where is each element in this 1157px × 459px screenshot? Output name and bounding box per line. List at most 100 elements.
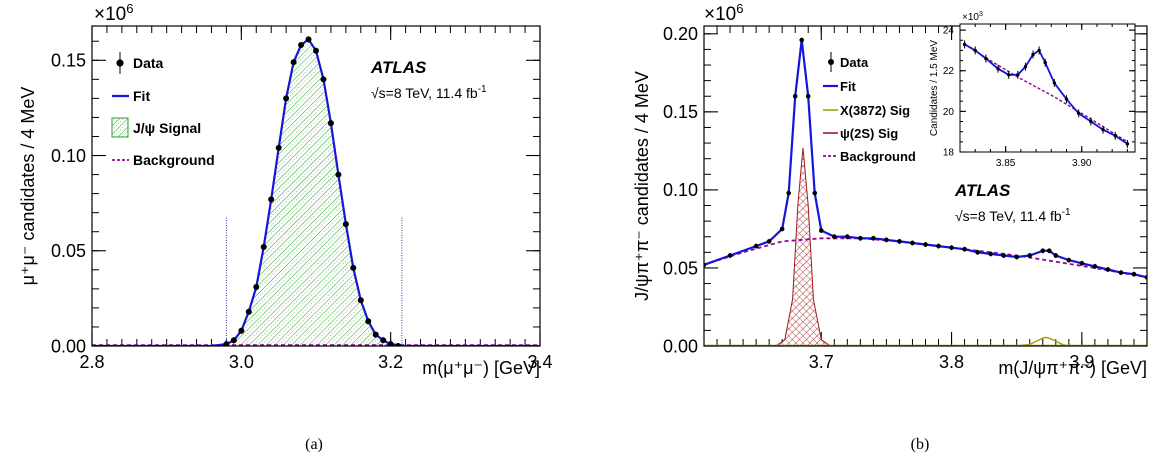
panel-b-data-point: [988, 251, 993, 257]
inset-data-point: [1064, 97, 1069, 101]
panel-b-data-point: [786, 190, 791, 196]
inset-data-point: [1113, 134, 1117, 138]
panel-a-xlabel: m(μ⁺μ⁻) [GeV]: [422, 358, 540, 378]
panel-b-x-tick-label: 3.8: [939, 352, 964, 372]
inset-ylabel: Candidates / 1.5 MeV: [929, 40, 940, 136]
inset-data-point: [1037, 48, 1041, 53]
panel-b-exponent: ×106: [704, 1, 743, 25]
panel-a-legend: Data Fit J/ψ Signal Background: [111, 52, 215, 168]
panel-b-caption: (b): [911, 436, 930, 453]
panel-b-x-tick-label: 3.7: [809, 352, 834, 372]
data-points: [223, 36, 402, 346]
panel-a-data-point: [387, 341, 394, 346]
inset-data-point: [1043, 60, 1047, 65]
panel-a-frame: [91, 25, 541, 347]
panel-b: 3.7 3.8 3.9 0.00 0.05 0.10 0.15 0.20 ×106 J/ψπ⁺…: [632, 1, 1148, 453]
panel-b-data-point: [936, 243, 941, 249]
panel-a-data-point: [313, 47, 319, 54]
legend-item-x3872: X(3872) Sig: [823, 103, 910, 118]
inset-plot: 3.85 3.90 18 20 22 24 ×103 Candidates / 1.5 M…: [929, 11, 1136, 169]
panel-a-data-point: [320, 76, 327, 83]
inset-data-point: [1052, 81, 1057, 85]
panel-a-data-point: [260, 243, 267, 250]
panel-a-data-point: [350, 264, 357, 271]
panel-a-caption: (a): [305, 436, 323, 453]
panel-b-ylabel: J/ψπ⁺π⁻ candidates / 4 MeV: [632, 71, 652, 301]
legend-item-jpsi-signal: J/ψ Signal: [111, 117, 201, 138]
svg-text:Fit: Fit: [133, 88, 150, 104]
inset-data-point: [1016, 73, 1020, 77]
panel-a-x-tick-label: 3.0: [229, 352, 254, 372]
inset-data-point: [1006, 73, 1011, 77]
panel-a-x-tick-label: 3.2: [378, 352, 403, 372]
panel-a-data-point: [290, 59, 297, 66]
panel-b-y-tick-label: 0.10: [663, 180, 698, 200]
legend-item-background: Background: [112, 152, 215, 168]
panel-b-data-point: [975, 250, 980, 255]
panel-b-y-tick-label: 0.20: [663, 24, 698, 44]
panel-b-data-point: [792, 93, 798, 99]
panel-a-data-point: [298, 42, 305, 49]
panel-b-data-point: [831, 234, 837, 240]
panel-a-data-point: [230, 337, 237, 344]
panel-a-lumi-label: √s=8 TeV, 11.4 fb-1: [371, 84, 487, 101]
inset-data-point: [996, 66, 1000, 71]
inset-data-point: [1076, 111, 1081, 116]
panel-b-data-point: [779, 226, 785, 232]
panel-b-data-point: [1027, 253, 1033, 258]
legend-item-fit: Fit: [112, 88, 150, 104]
panel-a-data-point: [365, 318, 372, 325]
panel-b-data-point: [818, 228, 824, 233]
legend-item-data: Data: [828, 52, 869, 72]
panel-a-data-point: [335, 171, 342, 178]
panel-a-data-point: [238, 327, 245, 334]
panel-b-data-point: [799, 37, 805, 43]
panel-a-data-point: [395, 343, 402, 346]
panel-a-data-point: [342, 221, 349, 228]
inset-y-tick-label: 24: [943, 26, 955, 37]
panel-a-x-tick-label: 2.8: [79, 352, 104, 372]
data-points: [704, 37, 1147, 280]
panel-b-data-point: [1092, 264, 1098, 269]
panel-b-legend: Data Fit X(3872) Sig ψ(2S) Sig Backgroun…: [823, 52, 916, 164]
svg-text:Fit: Fit: [840, 79, 857, 94]
svg-text:ψ(2S) Sig: ψ(2S) Sig: [840, 126, 898, 141]
panel-b-data-point: [1131, 271, 1137, 277]
panel-b-data-point: [1066, 257, 1072, 263]
panel-b-data-point: [845, 234, 850, 240]
panel-b-data-point: [858, 235, 863, 241]
panel-b-data-point: [949, 245, 954, 250]
panel-b-x-tick-label: 3.9: [1069, 352, 1094, 372]
panel-b-data-point: [727, 253, 733, 258]
panel-b-data-point: [805, 93, 811, 99]
svg-text:X(3872) Sig: X(3872) Sig: [840, 103, 910, 118]
inset-data-point: [973, 48, 977, 53]
panel-b-data-point: [1046, 248, 1052, 254]
panel-b-data-point: [871, 235, 876, 241]
inset-data-point: [1023, 64, 1028, 69]
panel-a-y-tick-label: 0.00: [51, 336, 86, 356]
inset-y-tick-label: 20: [943, 107, 955, 118]
panel-a-y-tick-label: 0.15: [51, 51, 86, 71]
svg-text:J/ψ Signal: J/ψ Signal: [133, 120, 201, 136]
panel-b-xlabel: m(J/ψπ⁺π⁻) [GeV]: [998, 358, 1147, 378]
inset-background-curve: [964, 43, 1128, 143]
panel-b-data-point: [1001, 253, 1006, 258]
panel-a: 2.8 3.0 3.2 3.4 0.00 0.05 0.10 0.15 ×106 μ⁺μ⁻ c…: [18, 1, 553, 453]
panel-a-data-point: [275, 144, 282, 151]
inset-data-point: [1125, 142, 1130, 146]
panel-b-y-tick-label: 0.05: [663, 258, 698, 278]
panel-b-frame: [703, 25, 1148, 347]
legend-item-psi2s: ψ(2S) Sig: [823, 126, 898, 141]
panel-a-data-point: [223, 341, 230, 346]
panel-a-atlas-label: ATLAS: [370, 58, 427, 77]
inset-data-point: [962, 42, 967, 47]
panel-b-data-point: [1118, 270, 1124, 275]
panel-b-data-point: [812, 190, 818, 196]
panel-a-data-point: [380, 337, 387, 344]
svg-text:Background: Background: [133, 152, 215, 168]
panel-b-data-point: [962, 246, 967, 252]
panel-b-data-point: [884, 237, 889, 243]
panel-b-data-point: [753, 243, 759, 249]
inset-frame: [959, 23, 1136, 153]
